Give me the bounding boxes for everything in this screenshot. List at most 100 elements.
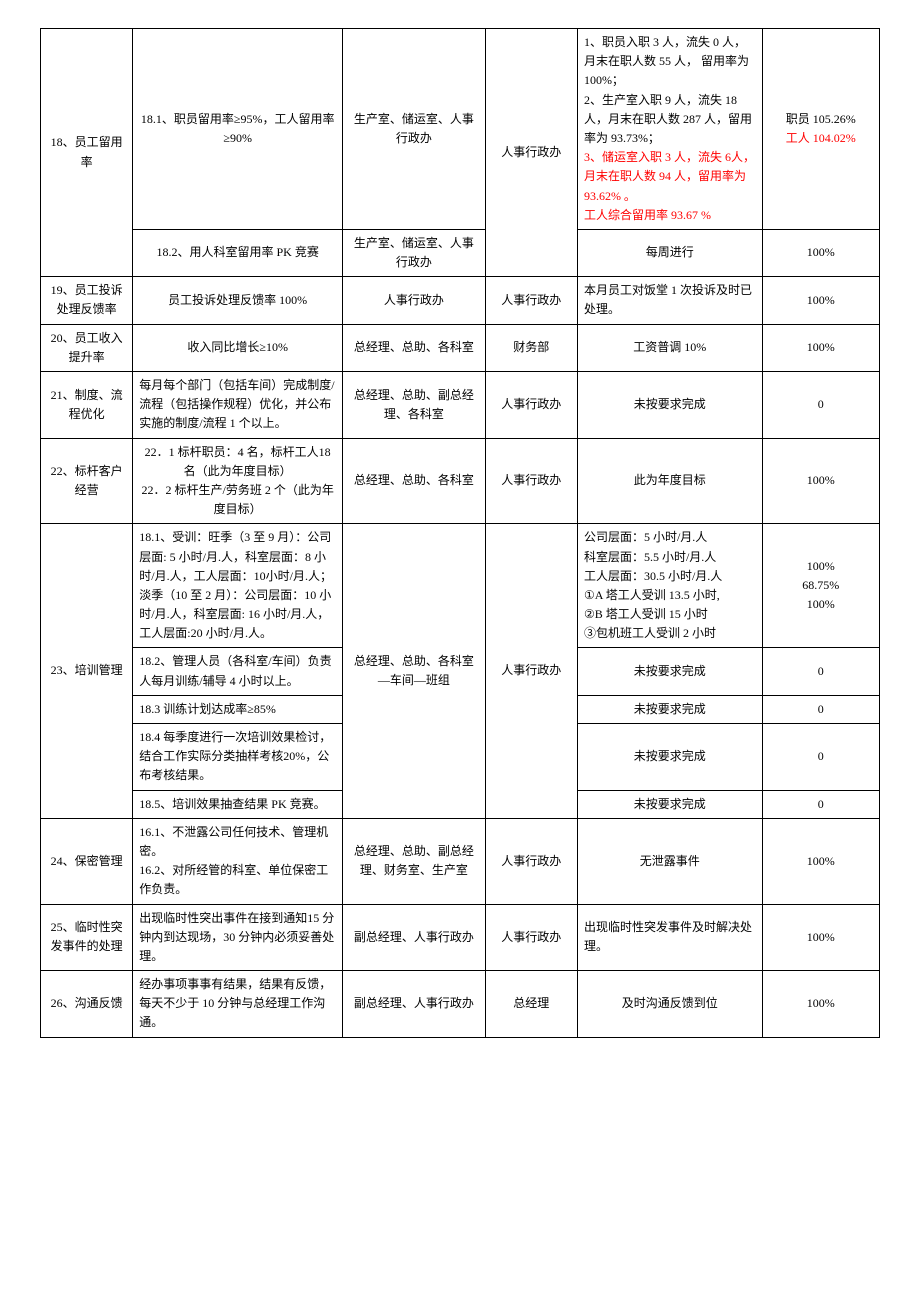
cell-text: 工人 104.02% [786,131,856,145]
cell-text: 18.3 训练计划达成率≥85% [139,702,276,716]
cell-text: 收入同比增长≥10% [187,340,288,354]
table-cell: 员工投诉处理反馈率 100% [133,277,343,324]
cell-text: 18.1、受训：旺季（3 至 9 月）：公司层面: 5 小时/月.人，科室层面：… [139,530,332,640]
table-cell: 工资普调 10% [577,324,762,371]
table-cell: 总经理、总助、各科室 [343,438,486,524]
table-cell: 100%68.75%100% [762,524,879,648]
table-cell: 总经理、总助、各科室 [343,324,486,371]
cell-text: 本月员工对饭堂 1 次投诉及时已处理。 [584,283,752,316]
table-cell: 24、保密管理 [41,818,133,904]
table-cell: 18.5、培训效果抽查结果 PK 竞赛。 [133,790,343,818]
cell-text: 人事行政办 [501,293,561,307]
cell-text: 18、员工留用率 [51,135,123,168]
cell-text: 经办事项事事有结果，结果有反馈，每天不少于 10 分钟与总经理工作沟通。 [139,977,331,1029]
table-cell: 及时沟通反馈到位 [577,971,762,1038]
table-cell: 本月员工对饭堂 1 次投诉及时已处理。 [577,277,762,324]
cell-text: 财务部 [513,340,549,354]
table-cell: 19、员工投诉处理反馈率 [41,277,133,324]
cell-text: 0 [818,397,824,411]
table-row: 20、员工收入提升率 收入同比增长≥10% 总经理、总助、各科室 财务部 工资普调 10… [41,324,880,371]
cell-text: 总经理、总助、各科室—车间—班组 [354,654,474,687]
table-cell: 副总经理、人事行政办 [343,904,486,971]
cell-text: 68.75% [802,578,839,592]
table-cell: 人事行政办 [485,277,577,324]
table-row: 18.2、用人科室留用率 PK 竞赛生产室、储运室、人事行政办每周进行100% [41,229,880,276]
cell-text: 23、培训管理 [51,663,123,677]
cell-text: 公司层面：5 小时/月.人 [584,530,707,544]
cell-text: 26、沟通反馈 [51,996,123,1010]
table-cell: 100% [762,438,879,524]
table-cell: 每周进行 [577,229,762,276]
cell-text: 总经理、总助、各科室 [354,340,474,354]
table-cell: 职员 105.26% 工人 104.02% [762,29,879,230]
cell-text: 100% [807,854,835,868]
table-cell: 每月每个部门（包括车间）完成制度/流程（包括操作规程）优化，并公布实施的制度/流… [133,372,343,439]
cell-text: 未按要求完成 [634,797,706,811]
table-cell: 人事行政办 [485,524,577,818]
table-cell: 100% [762,324,879,371]
table-cell: 人事行政办 [343,277,486,324]
table-cell: 100% [762,229,879,276]
table-row: 19、员工投诉处理反馈率 员工投诉处理反馈率 100% 人事行政办 人事行政办 本月员工… [41,277,880,324]
table-cell: 0 [762,724,879,791]
cell-text: 20、员工收入提升率 [51,331,123,364]
table-cell: 100% [762,971,879,1038]
assessment-table: 18、员工留用率18.1、职员留用率≥95%，工人留用率≥90%生产室、储运室、… [40,28,880,1038]
table-cell: 无泄露事件 [577,818,762,904]
cell-text: 22．1 标杆职员：4 名，标杆工人18 名（此为年度目标） [145,445,331,478]
cell-text: 每月每个部门（包括车间）完成制度/流程（包括操作规程）优化，并公布实施的制度/流… [139,378,334,430]
table-row: 26、沟通反馈 经办事项事事有结果，结果有反馈，每天不少于 10 分钟与总经理工作… [41,971,880,1038]
cell-text: 2、生产室入职 9 人，流失 18人，月末在职人数 287 人，留用率为 93.… [584,93,752,145]
table-row: 18、员工留用率 18.1、职员留用率≥95%，工人留用率≥90%生产室、储运室、… [41,29,880,230]
cell-text: 18.4 每季度进行一次培训效果检讨，结合工作实际分类抽样考核20%，公布考核结… [139,730,331,782]
cell-text: 1、职员入职 3 人，流失 0 人，月末在职人数 55 人， 留用率为 100%… [584,35,749,87]
table-cell: 收入同比增长≥10% [133,324,343,371]
cell-text: 24、保密管理 [51,854,123,868]
cell-text: 16.1、不泄露公司任何技术、管理机密。 [139,825,328,858]
cell-text: 无泄露事件 [640,854,700,868]
cell-text: 总经理 [513,996,549,1010]
cell-text: 总经理、总助、副总经理、财务室、生产室 [354,844,474,877]
table-cell: 总经理、总助、各科室—车间—班组 [343,524,486,818]
cell-text: 未按要求完成 [634,749,706,763]
cell-text: 未按要求完成 [634,702,706,716]
table-cell: 生产室、储运室、人事行政办 [343,29,486,230]
cell-text: 100% [807,340,835,354]
table-cell: 财务部 [485,324,577,371]
cell-text: 18.1、职员留用率≥95%，工人留用率≥90% [141,112,335,145]
cell-text: 人事行政办 [501,854,561,868]
cell-text: 0 [818,749,824,763]
cell-text: 22．2 标杆生产/劳务班 2 个（此为年度目标） [141,483,333,516]
table-cell: 100% [762,277,879,324]
table-cell: 人事行政办 [485,29,577,277]
table-row: 23、培训管理18.1、受训：旺季（3 至 9 月）：公司层面: 5 小时/月.… [41,524,880,648]
cell-text: 每周进行 [646,245,694,259]
table-cell: 出现临时性突发事件及时解决处理。 [577,904,762,971]
table-row: 21、制度、流程优化每月每个部门（包括车间）完成制度/流程（包括操作规程）优化，… [41,372,880,439]
cell-text: 工资普调 10% [633,340,706,354]
table-cell: 未按要求完成 [577,648,762,695]
cell-text: 22、标杆客户经营 [51,464,123,497]
table-cell: 18.2、管理人员（各科室/车间）负责人每月训练/辅导 4 小时以上。 [133,648,343,695]
table-cell: 经办事项事事有结果，结果有反馈，每天不少于 10 分钟与总经理工作沟通。 [133,971,343,1038]
table-cell: 未按要求完成 [577,790,762,818]
cell-text: 出现临时性突出事件在接到通知15 分钟内到达现场，30 分钟内必须妥善处理。 [139,911,334,963]
cell-text: 及时沟通反馈到位 [622,996,718,1010]
table-cell: 22、标杆客户经营 [41,438,133,524]
cell-text: 16.2、对所经管的科室、单位保密工作负责。 [139,863,328,896]
table-cell: 未按要求完成 [577,695,762,723]
table-cell: 0 [762,648,879,695]
table-cell: 生产室、储运室、人事行政办 [343,229,486,276]
table-cell: 0 [762,695,879,723]
cell-text: 员工投诉处理反馈率 100% [168,293,307,307]
cell-text: 总经理、总助、各科室 [354,473,474,487]
table-cell: 18.4 每季度进行一次培训效果检讨，结合工作实际分类抽样考核20%，公布考核结… [133,724,343,791]
cell-text: 职员 105.26% [786,112,856,126]
cell-text: 100% [807,473,835,487]
table-cell: 总经理、总助、副总经理、各科室 [343,372,486,439]
table-cell: 未按要求完成 [577,372,762,439]
cell-text: 工人综合留用率 93.67 % [584,208,711,222]
table-row: 25、临时性突发事件的处理出现临时性突出事件在接到通知15 分钟内到达现场，30… [41,904,880,971]
table-cell: 20、员工收入提升率 [41,324,133,371]
cell-text: 0 [818,702,824,716]
